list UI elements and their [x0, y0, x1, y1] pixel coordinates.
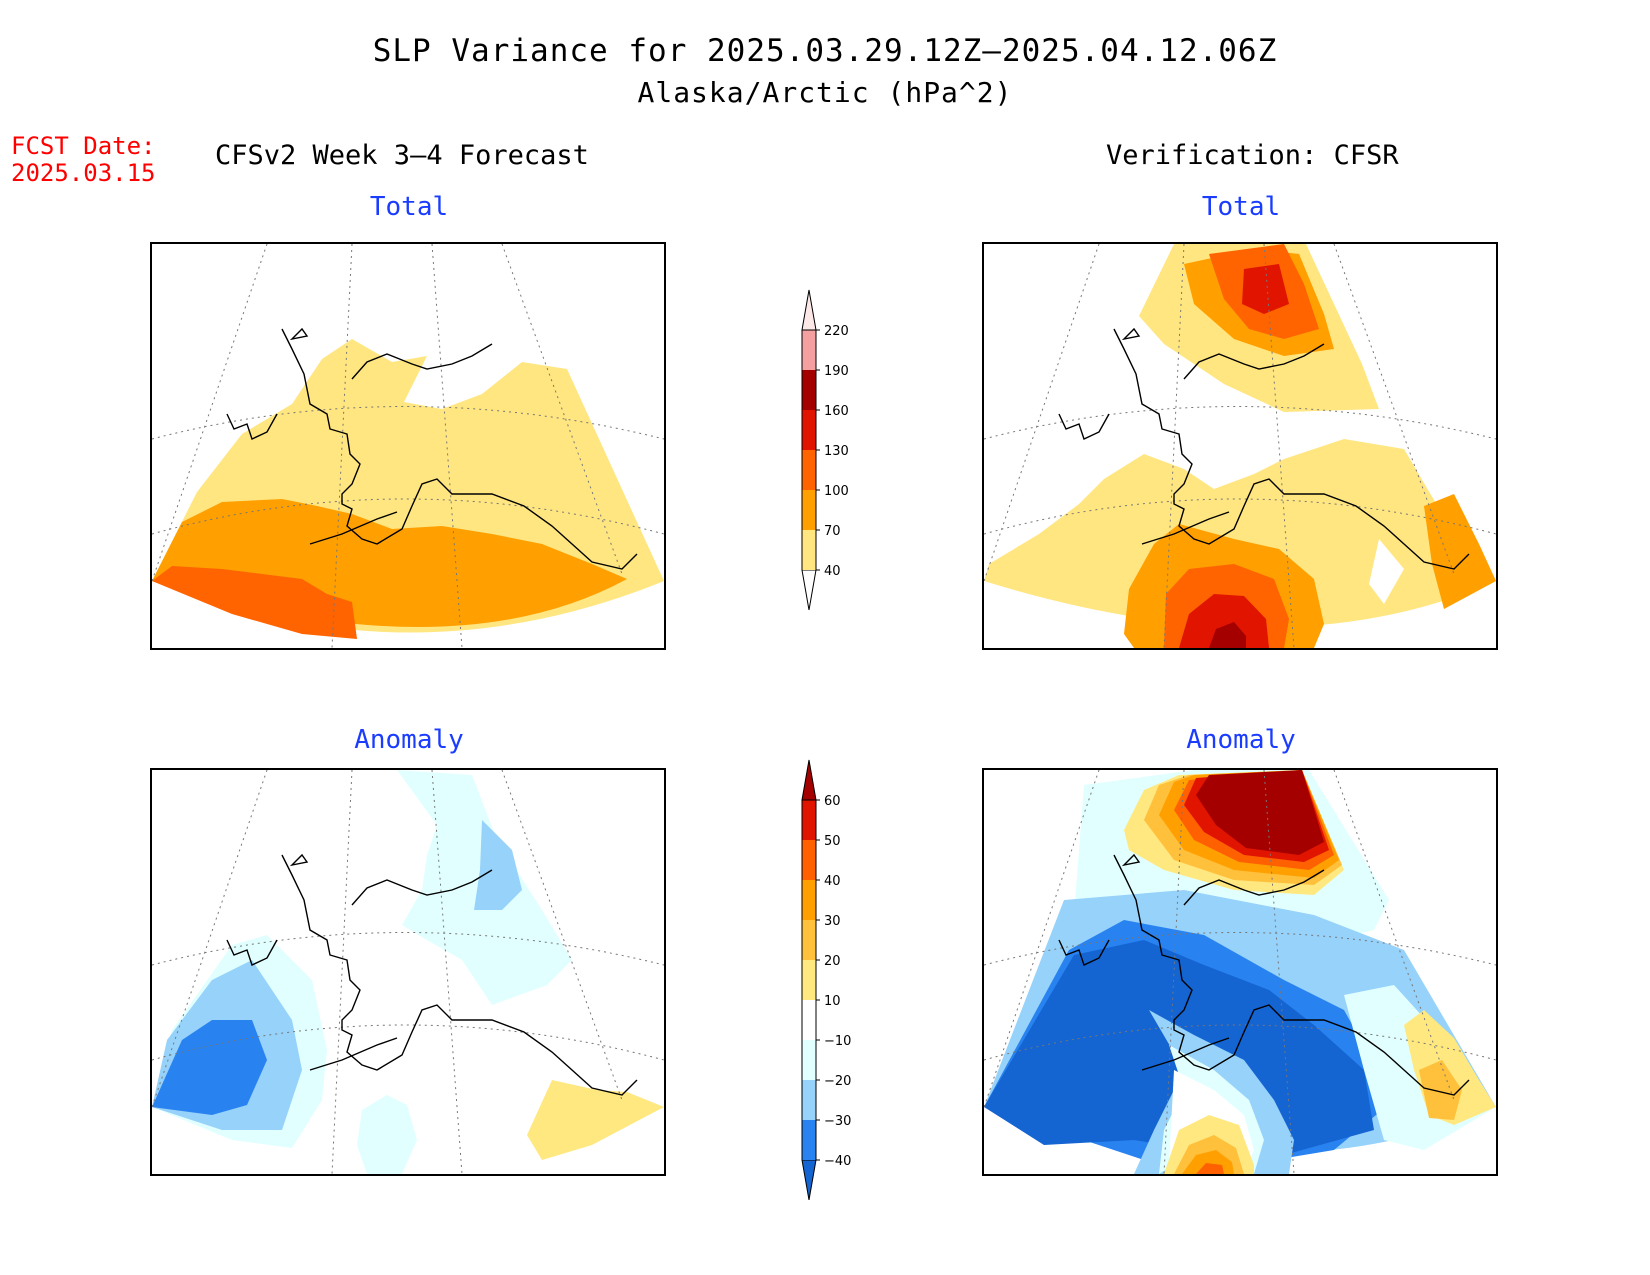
coastline	[226, 853, 638, 1096]
total-colorbar: 40 70 100 130 160 190 220	[801, 289, 849, 610]
colorbar-tick-label: 60	[824, 794, 841, 809]
graticule	[984, 770, 1496, 1174]
map-fill	[984, 244, 1496, 648]
main-title: SLP Variance for 2025.03.29.12Z–2025.04.…	[372, 33, 1278, 69]
colorbar-swatch	[802, 920, 816, 960]
fcst-date-label: FCST Date:	[11, 132, 156, 160]
colorbar-swatch	[802, 1040, 816, 1080]
main-subtitle: Alaska/Arctic (hPa^2)	[637, 76, 1013, 109]
forecast-total-map	[150, 242, 666, 650]
colorbar-tick-label: 70	[824, 524, 841, 539]
colorbar-swatch	[802, 1120, 816, 1160]
colorbar-swatch	[801, 759, 817, 801]
colorbar-swatch	[802, 410, 816, 450]
graticule	[152, 244, 664, 648]
colorbar-swatch	[802, 1000, 816, 1040]
verification-anomaly-map	[982, 768, 1498, 1176]
colorbar-tick-label: 40	[824, 564, 841, 579]
colorbar-swatch	[801, 1159, 817, 1200]
colorbar-tick-label: 100	[824, 484, 849, 499]
colorbar-swatch	[801, 289, 817, 331]
fcst-date-value: 2025.03.15	[11, 159, 156, 187]
colorbar-tick-label: 190	[824, 364, 849, 379]
colorbar-swatch	[802, 800, 816, 840]
verification-total-map	[982, 242, 1498, 650]
colorbar-tick-label: −30	[824, 1114, 851, 1129]
colorbar-tick-label: 160	[824, 404, 849, 419]
forecast-total-subtitle: Total	[369, 192, 449, 222]
colorbar-tick-label: −40	[824, 1154, 851, 1169]
colorbar-swatch	[802, 530, 816, 570]
colorbar-tick-label: 130	[824, 444, 849, 459]
verification-header: Verification: CFSR	[1106, 140, 1399, 171]
coastline	[226, 327, 638, 570]
map-fill	[152, 244, 664, 639]
verification-anomaly-subtitle: Anomaly	[1186, 725, 1296, 755]
colorbar-swatch	[802, 840, 816, 880]
colorbar-tick-label: −10	[824, 1034, 851, 1049]
graticule	[152, 770, 664, 1174]
anomaly-colorbar: −40 −30 −20 −10 10 20 30 40 50 60	[801, 759, 851, 1200]
forecast-header: CFSv2 Week 3–4 Forecast	[215, 140, 589, 171]
colorbar-swatch	[802, 370, 816, 410]
forecast-anomaly-map	[150, 768, 666, 1176]
colorbar-tick-label: 20	[824, 954, 841, 969]
coastline	[1058, 327, 1470, 570]
colorbar-tick-label: 30	[824, 914, 841, 929]
colorbar-swatch	[802, 450, 816, 490]
colorbar-tick-label: 50	[824, 834, 841, 849]
colorbar-tail	[801, 569, 817, 610]
colorbar-tick-label: 40	[824, 874, 841, 889]
colorbar-tick-label: −20	[824, 1074, 851, 1089]
forecast-anomaly-subtitle: Anomaly	[354, 725, 464, 755]
map-fill	[152, 770, 664, 1174]
colorbar-swatch	[802, 490, 816, 530]
colorbar-swatch	[802, 960, 816, 1000]
colorbar-swatch	[802, 1080, 816, 1120]
graticule	[984, 244, 1496, 648]
verification-total-subtitle: Total	[1201, 192, 1281, 222]
colorbar-tick-label: 10	[824, 994, 841, 1009]
colorbar-tick-label: 220	[824, 324, 849, 339]
colorbar-swatch	[802, 880, 816, 920]
colorbar-swatch	[802, 330, 816, 370]
map-fill	[984, 770, 1496, 1174]
coastline	[1058, 853, 1470, 1096]
